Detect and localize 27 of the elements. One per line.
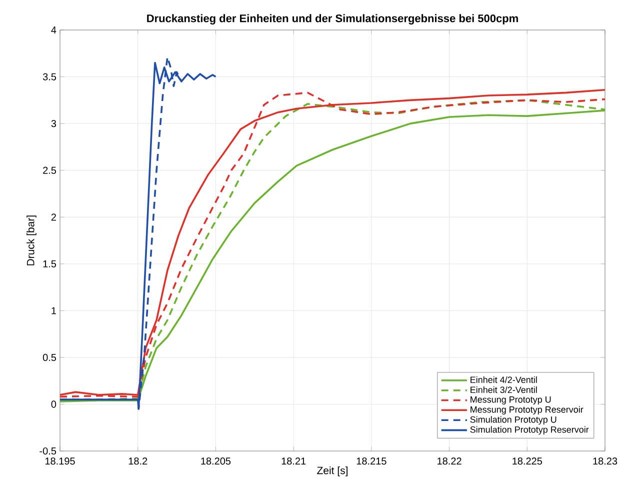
y-tick-label: 2.5 xyxy=(43,166,56,174)
y-tick-label: 4 xyxy=(51,26,56,34)
y-tick-label: 1.5 xyxy=(43,260,56,268)
y-tick-label: 0.5 xyxy=(42,354,56,361)
legend-label: Einheit 3/2-Ventil xyxy=(470,386,537,394)
y-tick-label: 2 xyxy=(51,214,56,221)
x-tick-label: 18.21 xyxy=(282,458,306,465)
y-tick-label: 0 xyxy=(51,400,56,408)
y-tick-label: 3.5 xyxy=(42,73,56,80)
x-tick-label: 18.2 xyxy=(128,458,148,465)
legend-label: Simulation Prototyp Reservoir xyxy=(470,426,589,435)
y-tick-label: 1 xyxy=(52,307,56,314)
y-tick-label: -0.5 xyxy=(40,447,56,455)
x-axis-title: Zeit [s] xyxy=(317,466,348,476)
x-tick-label: 18.23 xyxy=(593,458,618,465)
x-tick-label: 18.225 xyxy=(512,458,542,465)
x-tick-label: 18.215 xyxy=(356,458,386,465)
x-tick-label: 18.22 xyxy=(438,458,462,465)
legend-label: Messung Prototyp Reservoir xyxy=(470,406,584,414)
legend-label: Messung Prototyp U xyxy=(470,396,551,404)
legend-label: Simulation Prototyp U xyxy=(470,416,556,425)
y-axis-title: Druck [bar] xyxy=(26,216,36,266)
y-tick-label: 3 xyxy=(51,120,56,128)
x-tick-label: 18.205 xyxy=(201,458,231,465)
chart-title: Druckanstieg der Einheiten und der Simulationsergebnisse bei 500cpm xyxy=(147,14,518,24)
legend-label: Einheit 4/2-Ventil xyxy=(470,376,537,383)
x-tick-label: 18.195 xyxy=(45,458,75,465)
